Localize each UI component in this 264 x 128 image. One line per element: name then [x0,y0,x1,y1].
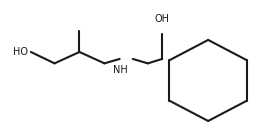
Text: HO: HO [12,47,27,57]
Text: NH: NH [113,65,128,75]
Text: OH: OH [155,14,170,24]
